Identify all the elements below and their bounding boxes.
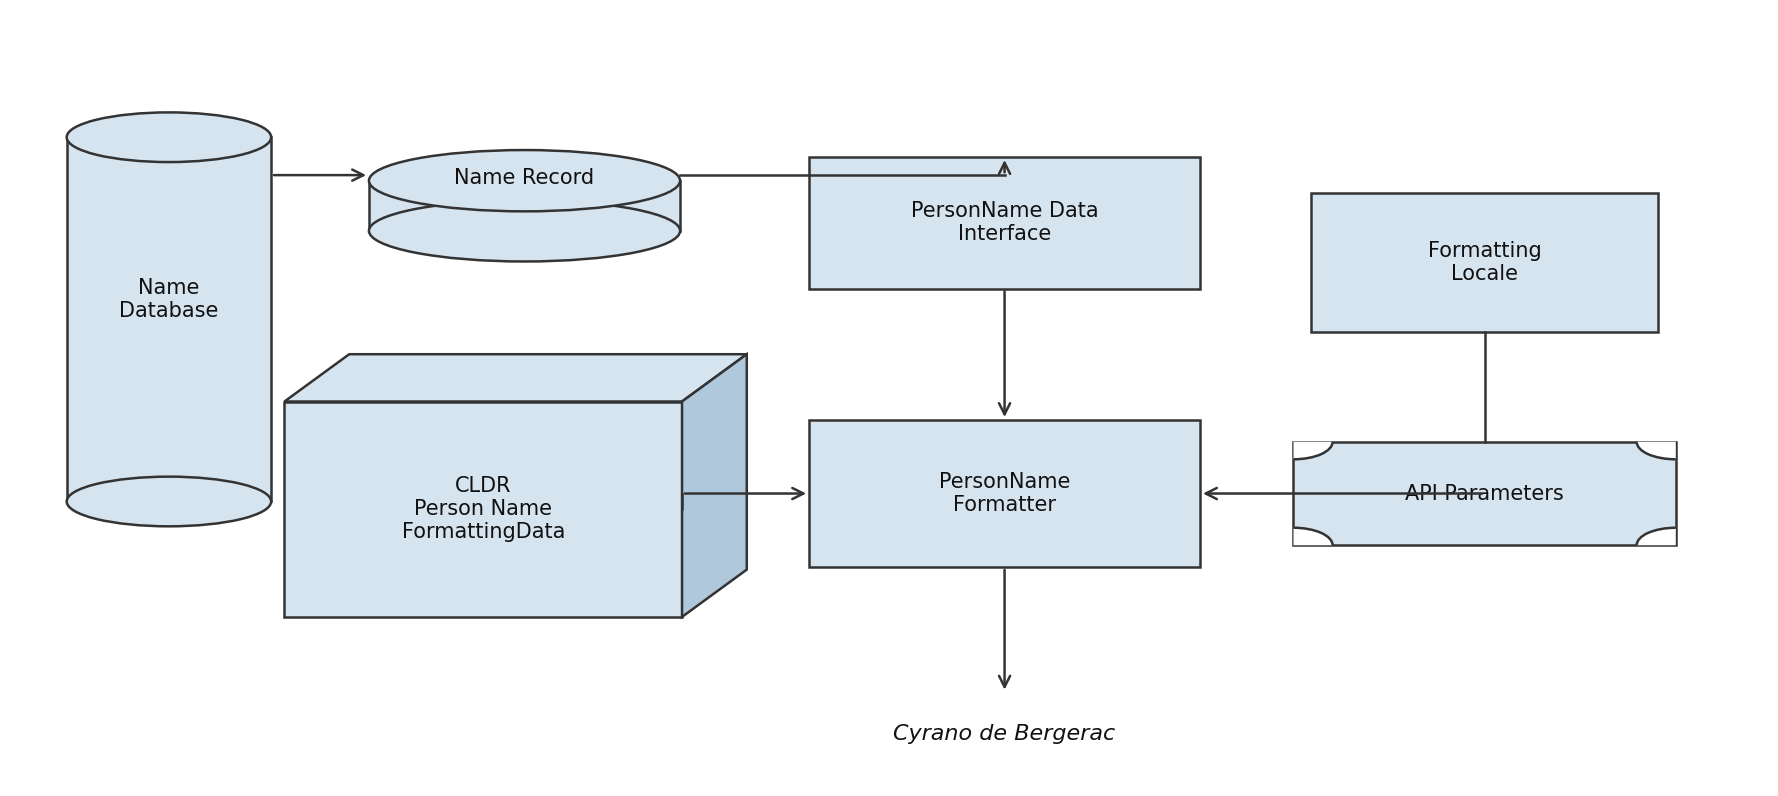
Polygon shape (683, 354, 747, 617)
Text: PersonName
Formatter: PersonName Formatter (939, 472, 1070, 515)
Polygon shape (284, 354, 747, 401)
Polygon shape (1636, 442, 1675, 459)
FancyBboxPatch shape (1312, 193, 1657, 333)
Text: Name
Database: Name Database (119, 278, 219, 321)
Polygon shape (1294, 528, 1334, 545)
FancyBboxPatch shape (1294, 442, 1675, 545)
Polygon shape (1636, 528, 1675, 545)
Text: API Parameters: API Parameters (1405, 483, 1565, 504)
Ellipse shape (68, 477, 270, 526)
Text: CLDR
Person Name
FormattingData: CLDR Person Name FormattingData (402, 476, 565, 542)
Text: PersonName Data
Interface: PersonName Data Interface (910, 201, 1099, 244)
Polygon shape (68, 137, 270, 501)
Polygon shape (284, 401, 683, 617)
FancyBboxPatch shape (809, 158, 1200, 289)
Polygon shape (1294, 442, 1334, 459)
Text: Name Record: Name Record (455, 168, 594, 188)
FancyBboxPatch shape (809, 420, 1200, 567)
Ellipse shape (370, 201, 681, 261)
Ellipse shape (370, 150, 681, 212)
Polygon shape (370, 181, 679, 231)
Ellipse shape (68, 112, 270, 162)
Text: Cyrano de Bergerac: Cyrano de Bergerac (894, 724, 1117, 744)
Text: Formatting
Locale: Formatting Locale (1428, 241, 1542, 284)
